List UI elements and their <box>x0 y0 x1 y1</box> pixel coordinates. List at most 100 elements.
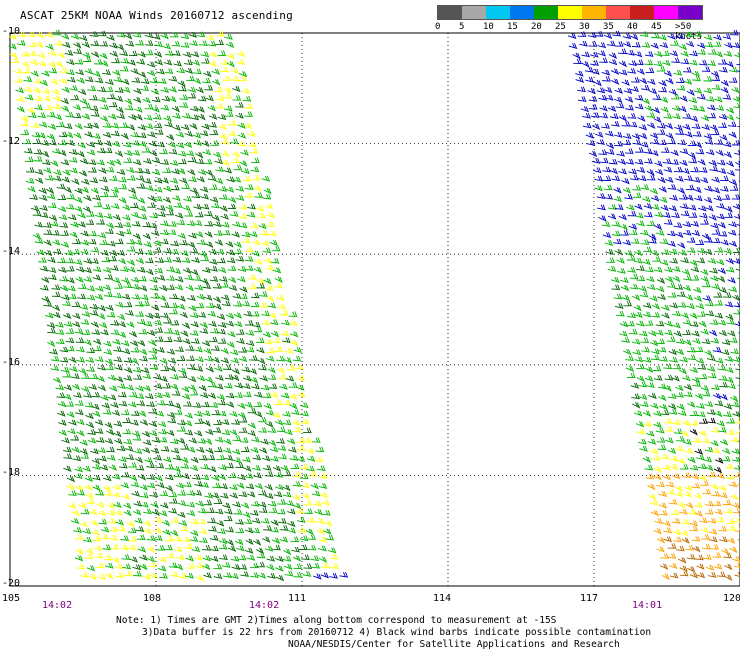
wind-barb <box>47 327 56 334</box>
wind-barb <box>200 203 210 210</box>
wind-barb <box>104 291 113 298</box>
wind-barb <box>25 177 35 184</box>
wind-barb <box>133 570 142 577</box>
wind-barb <box>249 223 259 229</box>
wind-barb <box>252 454 262 461</box>
wind-barb <box>99 40 109 47</box>
wind-barb <box>707 517 717 524</box>
wind-barb <box>37 52 46 59</box>
wind-barb <box>74 123 83 130</box>
wind-barb <box>650 354 660 361</box>
wind-barb <box>224 382 233 389</box>
wind-barb <box>632 192 642 198</box>
wind-barb <box>157 211 166 218</box>
wind-barb <box>706 409 716 416</box>
wind-barb <box>32 138 42 145</box>
wind-barb <box>694 502 703 509</box>
wind-barb <box>669 302 678 309</box>
wind-barb <box>249 562 259 569</box>
wind-barb <box>660 409 670 416</box>
wind-barb <box>237 122 246 129</box>
wind-barb <box>214 177 224 185</box>
wind-barb <box>211 79 221 86</box>
wind-barb <box>262 536 271 543</box>
wind-barb <box>51 291 61 297</box>
wind-barb <box>288 382 298 388</box>
wind-barb <box>190 269 199 276</box>
wind-barb <box>734 418 740 424</box>
wind-barb <box>242 95 252 102</box>
wind-barb <box>630 33 639 41</box>
wind-barb <box>259 375 268 382</box>
wind-barb <box>285 500 294 507</box>
wind-barb <box>645 366 654 373</box>
wind-barb <box>614 87 623 94</box>
wind-barb <box>251 239 261 246</box>
wind-barb <box>190 321 199 328</box>
wind-barb <box>158 428 167 435</box>
wind-barb <box>149 277 158 284</box>
wind-barb <box>302 571 312 577</box>
wind-barb <box>315 446 325 453</box>
wind-barb <box>250 447 259 454</box>
legend-label-8: 40 <box>627 22 638 32</box>
wind-barb <box>215 374 224 381</box>
wind-barb <box>182 51 192 58</box>
wind-barb <box>264 484 273 491</box>
wind-barb <box>648 237 657 244</box>
wind-barb <box>697 364 707 370</box>
wind-barb <box>720 239 729 246</box>
wind-barb <box>65 111 74 118</box>
wind-barb <box>126 520 135 528</box>
wind-barb <box>80 239 89 246</box>
wind-barb <box>98 455 107 462</box>
wind-barb <box>139 348 148 356</box>
wind-barb <box>146 329 156 337</box>
wind-barb <box>138 213 148 220</box>
wind-barb <box>265 264 274 271</box>
wind-barb <box>677 242 686 249</box>
wind-barb <box>300 463 309 470</box>
wind-barb <box>104 422 113 429</box>
wind-barb <box>100 60 109 67</box>
wind-barb <box>72 313 81 320</box>
wind-barb <box>197 169 207 176</box>
wind-barb <box>730 348 739 355</box>
wind-barb <box>122 214 131 221</box>
wind-barb <box>686 554 696 560</box>
wind-barb <box>642 259 651 266</box>
wind-barb <box>712 392 722 400</box>
wind-barb <box>242 383 251 390</box>
wind-barb <box>275 565 284 572</box>
wind-barb <box>632 294 641 301</box>
wind-barb <box>88 230 97 237</box>
wind-barb <box>65 132 74 139</box>
wind-barb <box>111 556 120 564</box>
wind-barb <box>181 183 191 190</box>
wind-barb <box>274 346 283 352</box>
wind-barb <box>209 265 218 272</box>
wind-barb <box>657 176 666 184</box>
wind-barb <box>112 277 121 284</box>
wind-barb <box>689 59 698 66</box>
wind-barb <box>651 455 661 462</box>
wind-barb <box>188 176 197 183</box>
wind-barb <box>581 51 590 58</box>
wind-barb <box>48 139 57 146</box>
wind-barb <box>286 365 296 371</box>
wind-barb <box>643 203 653 210</box>
wind-barb <box>640 229 649 236</box>
wind-barb <box>732 258 740 265</box>
wind-barb <box>670 509 680 515</box>
wind-barb <box>200 51 210 58</box>
wind-barb <box>118 183 128 190</box>
wind-barb <box>709 536 718 543</box>
wind-barb <box>231 419 240 425</box>
wind-barb <box>686 89 695 96</box>
wind-barb <box>52 312 61 319</box>
wind-barb <box>721 349 730 356</box>
wind-barb <box>687 140 697 146</box>
wind-barb <box>262 392 272 399</box>
wind-barb <box>679 148 689 155</box>
wind-barb <box>689 420 699 426</box>
